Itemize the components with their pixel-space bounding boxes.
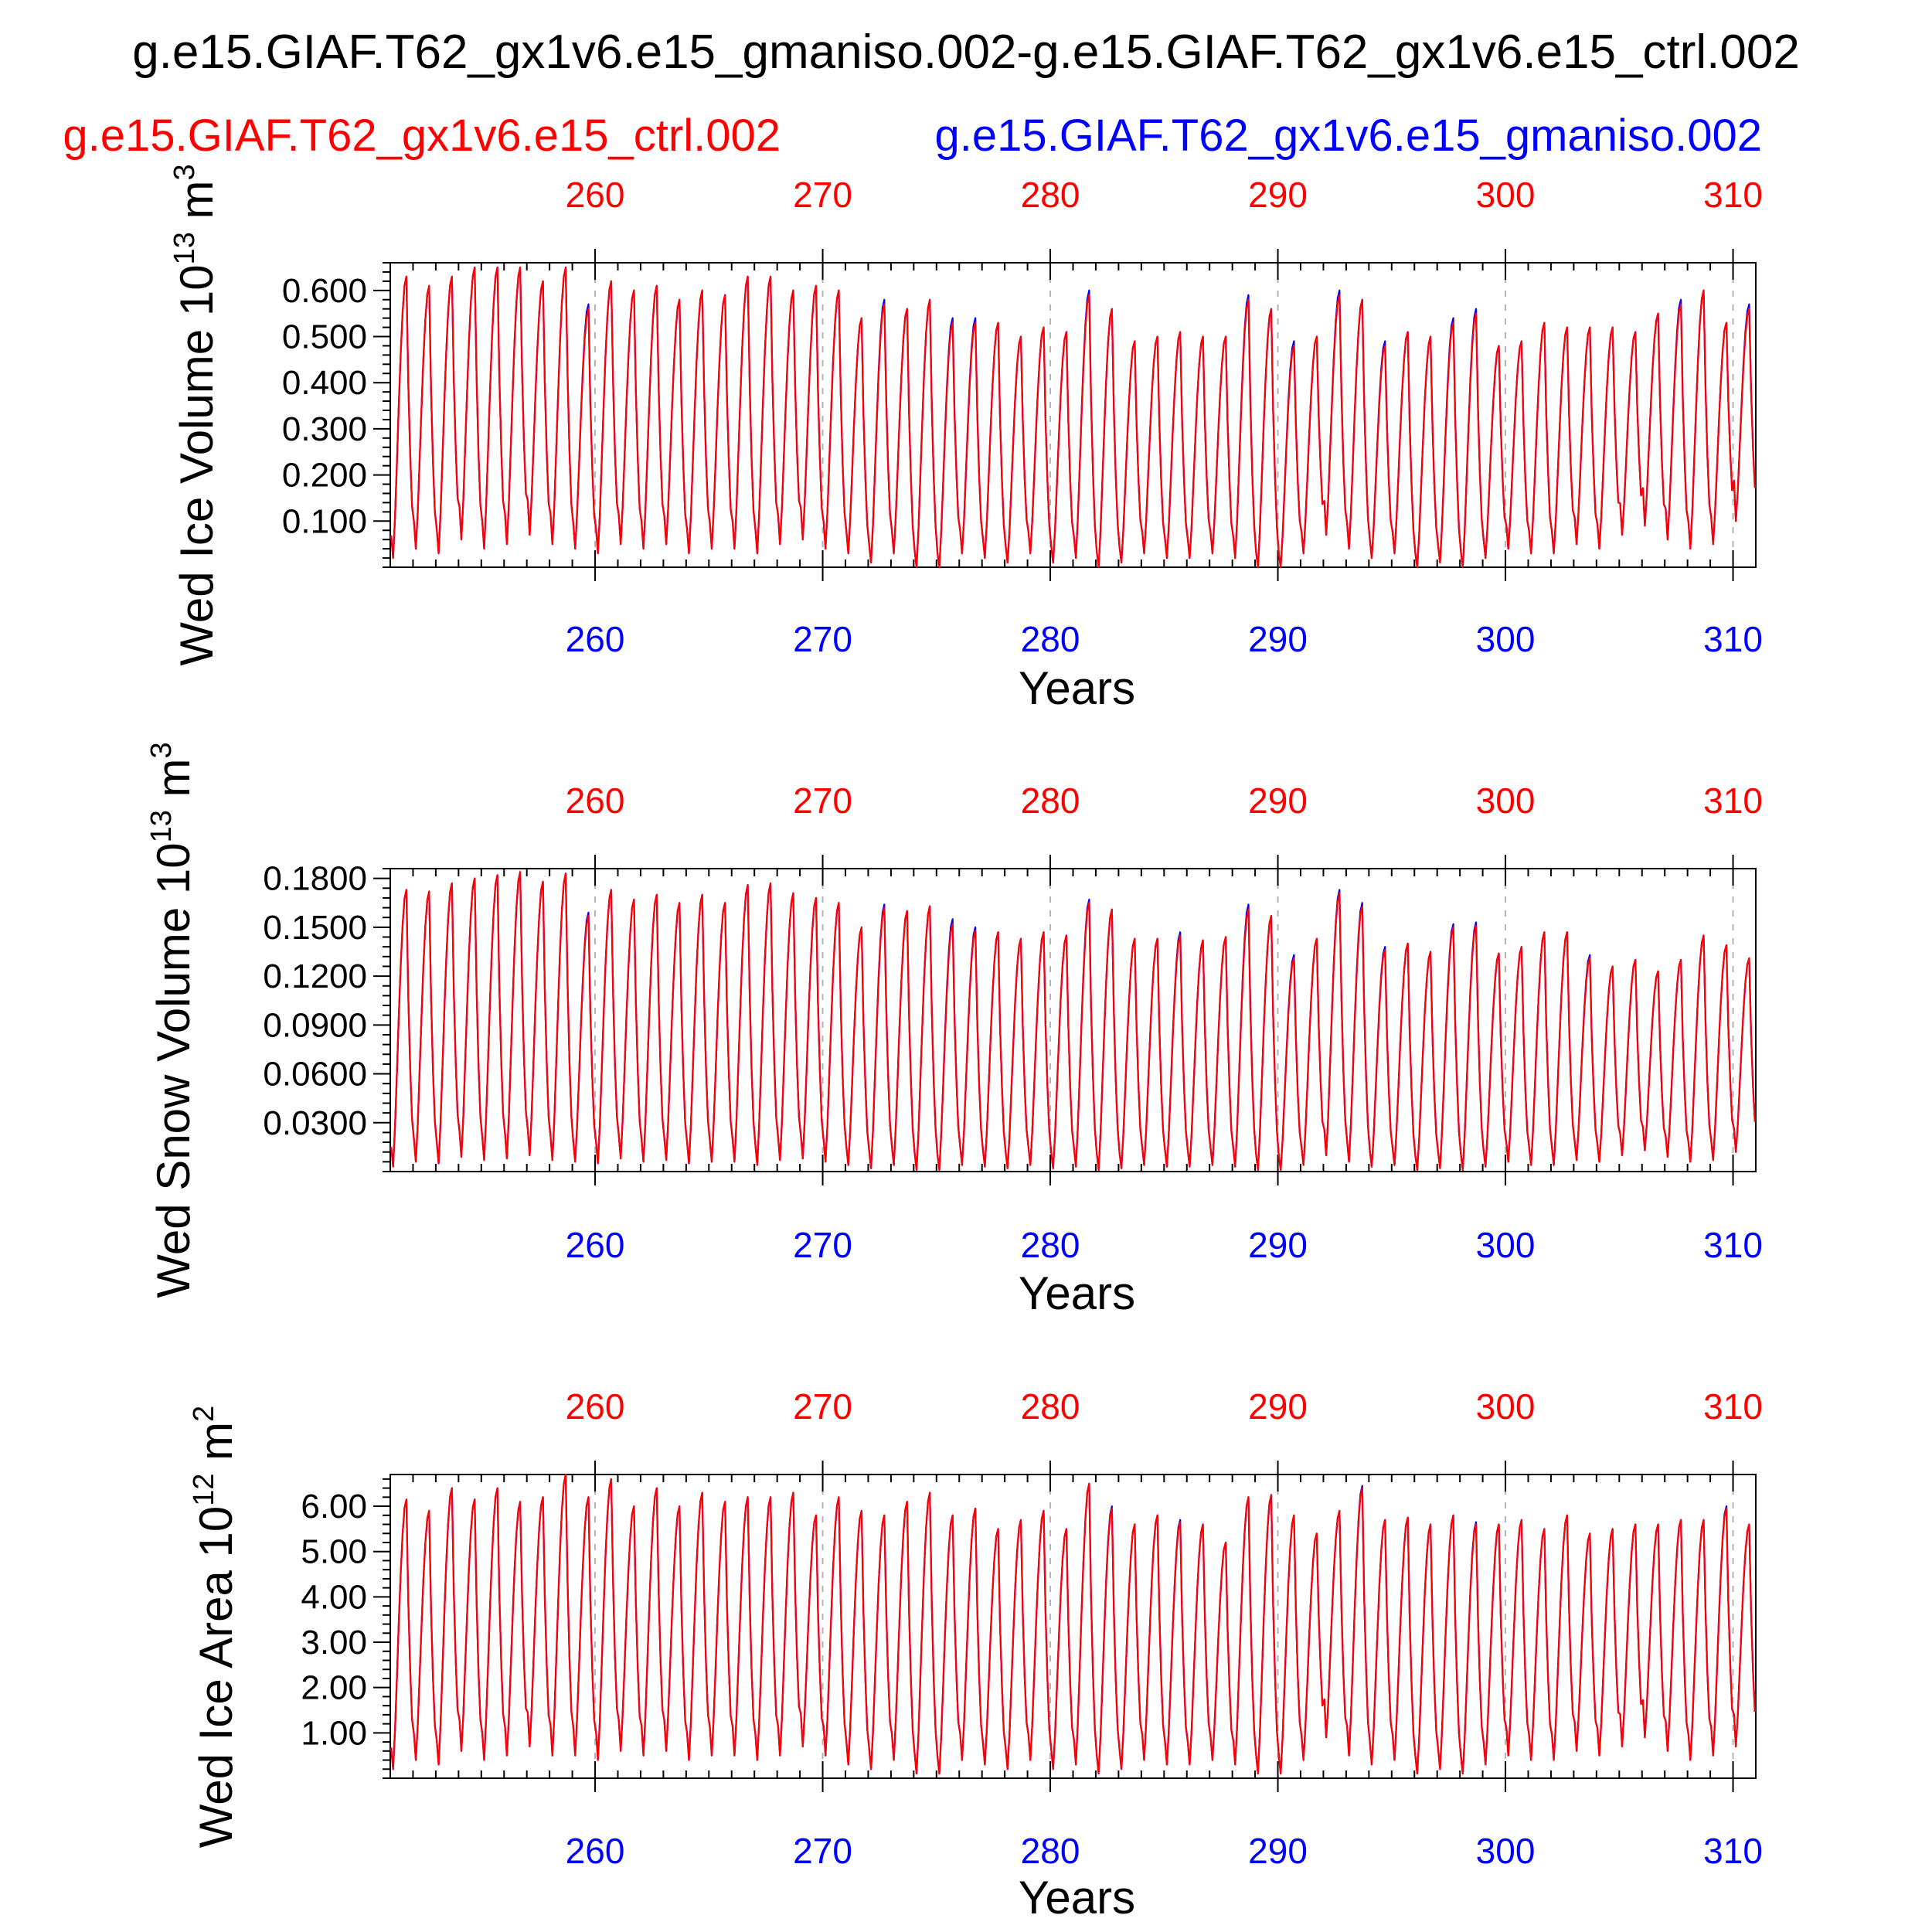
x-axis-label: Years <box>1019 1872 1135 1923</box>
x-tick-label-bottom: 290 <box>1248 1225 1308 1265</box>
x-tick-label-bottom: 270 <box>793 619 852 659</box>
y-tick-label: 2.00 <box>301 1669 367 1707</box>
x-tick-label-top: 300 <box>1476 175 1536 215</box>
x-tick-label-top: 260 <box>566 1386 625 1427</box>
series-ctrl-line <box>390 871 1756 1171</box>
series-ctrl-line <box>390 266 1756 569</box>
x-tick-label-top: 310 <box>1703 781 1763 821</box>
y-tick-label: 0.200 <box>282 457 367 495</box>
y-tick-label: 0.100 <box>282 502 367 540</box>
x-tick-label-bottom: 290 <box>1248 1831 1308 1871</box>
y-tick-label: 0.0600 <box>263 1056 367 1094</box>
panel-ice-area: 1.00 2.00 3.00 4.00 5.00 6.00 260 260 270 270 280 2… <box>188 1386 1763 1923</box>
y-axis-label: Wed Snow Volume 1013 m3 <box>145 742 199 1298</box>
legend-aniso: g.e15.GIAF.T62_gx1v6.e15_gmaniso.002 <box>934 111 1762 161</box>
x-axis-label: Years <box>1019 1267 1135 1319</box>
x-axis-label: Years <box>1019 662 1135 714</box>
x-tick-label-bottom: 280 <box>1021 1225 1080 1265</box>
x-tick-label-top: 290 <box>1248 1386 1308 1427</box>
y-tick-label: 5.00 <box>301 1533 367 1571</box>
x-tick-label-bottom: 300 <box>1476 619 1536 659</box>
y-tick-label: 3.00 <box>301 1624 367 1662</box>
x-tick-label-bottom: 300 <box>1476 1831 1536 1871</box>
x-tick-label-bottom: 280 <box>1021 1831 1080 1871</box>
x-tick-label-top: 300 <box>1476 781 1536 821</box>
x-tick-label-top: 280 <box>1021 1386 1080 1427</box>
y-tick-label: 0.0300 <box>263 1104 367 1142</box>
x-tick-label-bottom: 270 <box>793 1225 852 1265</box>
x-tick-label-top: 290 <box>1248 175 1308 215</box>
x-tick-label-bottom: 260 <box>566 1831 625 1871</box>
x-tick-label-bottom: 280 <box>1021 619 1080 659</box>
y-tick-label: 0.500 <box>282 318 367 356</box>
y-tick-label: 0.400 <box>282 364 367 402</box>
x-tick-label-bottom: 310 <box>1703 1225 1763 1265</box>
figure-title: g.e15.GIAF.T62_gx1v6.e15_gmaniso.002-g.e… <box>132 26 1800 79</box>
x-tick-label-bottom: 260 <box>566 619 625 659</box>
y-tick-label: 4.00 <box>301 1578 367 1616</box>
y-tick-label: 0.0900 <box>263 1006 367 1044</box>
x-tick-label-bottom: 290 <box>1248 619 1308 659</box>
y-tick-label: 0.300 <box>282 410 367 448</box>
x-tick-label-top: 280 <box>1021 781 1080 821</box>
x-tick-label-top: 310 <box>1703 1386 1763 1427</box>
x-tick-label-top: 280 <box>1021 175 1080 215</box>
x-tick-label-top: 300 <box>1476 1386 1536 1427</box>
y-tick-label: 0.600 <box>282 272 367 310</box>
panel-snow-volume: 0.0300 0.0600 0.0900 0.1200 0.1500 0.1800 260 2… <box>145 742 1763 1319</box>
x-tick-label-bottom: 270 <box>793 1831 852 1871</box>
x-tick-label-top: 260 <box>566 781 625 821</box>
legend-ctrl: g.e15.GIAF.T62_gx1v6.e15_ctrl.002 <box>63 111 781 161</box>
y-tick-label: 6.00 <box>301 1488 367 1526</box>
x-tick-label-top: 260 <box>566 175 625 215</box>
y-axis-label: Wed Ice Volume 1013 m3 <box>168 164 223 665</box>
x-tick-label-top: 270 <box>793 781 852 821</box>
x-tick-label-bottom: 260 <box>566 1225 625 1265</box>
y-tick-label: 1.00 <box>301 1714 367 1752</box>
series-ctrl-line <box>390 1473 1756 1775</box>
x-tick-label-top: 270 <box>793 1386 852 1427</box>
y-axis-label: Wed Ice Area 1012 m2 <box>188 1406 242 1849</box>
y-tick-label: 0.1200 <box>263 957 367 995</box>
panel-ice-volume: 0.100 0.200 0.300 0.400 0.500 0.600 260 260 270 2… <box>168 164 1763 714</box>
x-tick-label-bottom: 300 <box>1476 1225 1536 1265</box>
x-tick-label-bottom: 310 <box>1703 1831 1763 1871</box>
y-tick-label: 0.1800 <box>263 860 367 898</box>
x-tick-label-top: 290 <box>1248 781 1308 821</box>
y-tick-label: 0.1500 <box>263 909 367 947</box>
x-tick-label-top: 310 <box>1703 175 1763 215</box>
x-tick-label-top: 270 <box>793 175 852 215</box>
x-tick-label-bottom: 310 <box>1703 619 1763 659</box>
